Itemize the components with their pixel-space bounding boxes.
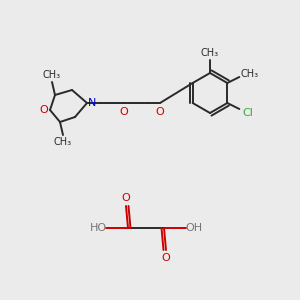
Text: CH₃: CH₃	[43, 70, 61, 80]
Text: CH₃: CH₃	[201, 48, 219, 58]
Text: O: O	[120, 107, 128, 117]
Text: CH₃: CH₃	[54, 137, 72, 147]
Text: O: O	[156, 107, 164, 117]
Text: O: O	[162, 253, 170, 263]
Text: O: O	[122, 193, 130, 203]
Text: Cl: Cl	[242, 108, 253, 118]
Text: O: O	[40, 105, 48, 115]
Text: CH₃: CH₃	[240, 69, 258, 79]
Text: HO: HO	[89, 223, 106, 233]
Text: N: N	[88, 98, 96, 108]
Text: OH: OH	[185, 223, 203, 233]
